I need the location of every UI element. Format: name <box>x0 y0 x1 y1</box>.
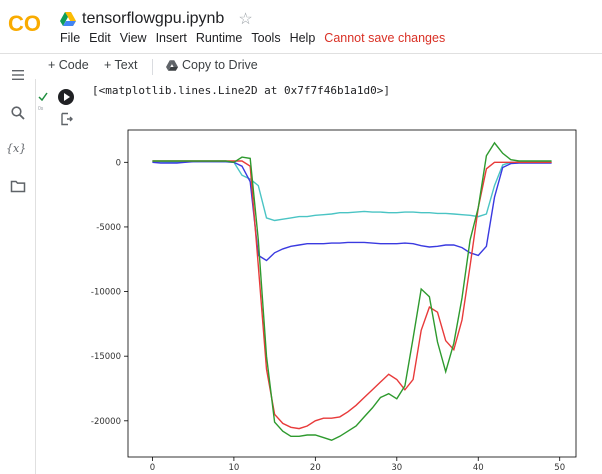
menu-help[interactable]: Help <box>289 31 316 45</box>
x-tick-label: 0 <box>150 463 155 473</box>
y-tick-label: -10000 <box>91 288 121 298</box>
y-tick-label: -20000 <box>91 417 121 427</box>
cell-output-text: [<matplotlib.lines.Line2D at 0x7f7f46b1a… <box>92 84 391 97</box>
copy-to-drive-button[interactable]: Copy to Drive <box>166 58 258 72</box>
notebook-title[interactable]: tensorflowgpu.ipynb <box>82 10 225 27</box>
menu-runtime[interactable]: Runtime <box>195 31 243 45</box>
star-icon[interactable]: ☆ <box>238 11 253 28</box>
menu-view[interactable]: View <box>119 31 147 45</box>
variables-icon[interactable]: {x} <box>6 142 27 155</box>
x-tick-label: 10 <box>228 463 239 473</box>
title-row: tensorflowgpu.ipynb ☆ <box>60 8 253 30</box>
drive-icon <box>60 12 76 26</box>
menu-file[interactable]: File <box>60 31 81 45</box>
copy-to-drive-label: Copy to Drive <box>182 58 258 72</box>
toolbar-divider <box>152 59 153 75</box>
plot-frame <box>127 129 577 458</box>
series-line-4 <box>152 141 552 441</box>
run-cell-button[interactable] <box>58 89 74 105</box>
add-text-button[interactable]: + Text <box>104 58 138 72</box>
menu-insert[interactable]: Insert <box>155 31 187 45</box>
run-duration: 0s <box>38 106 44 112</box>
left-sidebar: {x} <box>0 70 36 474</box>
colab-logo-text: CO <box>8 11 41 36</box>
toolbar: + Code + Text Copy to Drive <box>0 53 602 79</box>
x-tick-label: 20 <box>310 463 321 473</box>
search-icon[interactable] <box>10 105 26 121</box>
cell-run-status: 0s <box>38 88 52 112</box>
menu-icon[interactable] <box>10 67 26 83</box>
folder-icon[interactable] <box>10 178 26 194</box>
drive-icon-small <box>166 59 178 71</box>
cannot-save-warning[interactable]: Cannot save changes <box>324 31 446 45</box>
menu-edit[interactable]: Edit <box>89 31 111 45</box>
menu-tools[interactable]: Tools <box>251 31 281 45</box>
check-icon <box>38 92 48 102</box>
x-tick-label: 30 <box>391 463 402 473</box>
series-line-2 <box>152 161 552 262</box>
x-tick-label: 50 <box>554 463 565 473</box>
y-tick-label: -5000 <box>96 223 121 233</box>
series-line-3 <box>152 160 552 430</box>
y-tick-label: 0 <box>116 158 121 168</box>
output-icon[interactable] <box>60 112 74 126</box>
x-tick-label: 40 <box>473 463 484 473</box>
colab-logo[interactable]: CO <box>8 10 48 36</box>
add-code-button[interactable]: + Code <box>48 58 89 72</box>
y-tick-label: -15000 <box>91 352 121 362</box>
line-chart: 0 10 20 30 40 50 0 -5000 -10000 -15000 -20000 <box>91 129 577 473</box>
menu-bar: File Edit View Insert Runtime Tools Help… <box>60 31 445 49</box>
